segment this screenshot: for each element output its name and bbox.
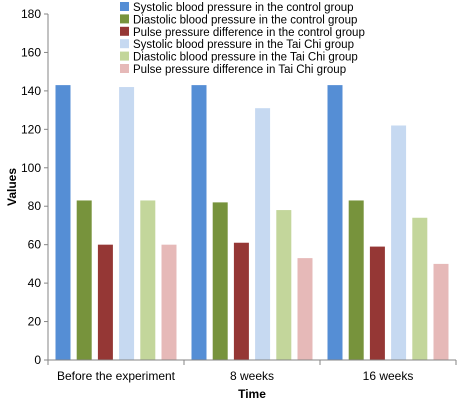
- legend-label: Systolic blood pressure in the Tai Chi g…: [133, 39, 354, 51]
- x-axis-title: Time: [238, 387, 266, 401]
- bar: [161, 244, 177, 360]
- x-tick-label: 16 weeks: [363, 369, 414, 383]
- x-axis-tick-labels: Before the experiment 8 weeks 16 weeks: [57, 369, 413, 383]
- legend-swatch: [120, 64, 129, 73]
- axes: [47, 14, 457, 365]
- y-tick-label: 60: [28, 238, 42, 252]
- y-axis-title: Values: [5, 168, 19, 206]
- bar: [212, 202, 228, 360]
- bar: [140, 200, 156, 360]
- bar: [297, 258, 313, 360]
- y-tick-label: 80: [28, 199, 42, 213]
- bar: [369, 246, 385, 360]
- bar: [348, 200, 364, 360]
- y-tick-label: 100: [21, 161, 41, 175]
- bar: [55, 85, 71, 361]
- legend-label: Diastolic blood pressure in the control …: [133, 14, 357, 26]
- y-tick-label: 180: [21, 7, 41, 21]
- legend-swatch: [120, 26, 129, 36]
- legend-label: Pulse pressure difference in the control…: [133, 27, 365, 39]
- legend-label: Pulse pressure difference in Tai Chi gro…: [133, 64, 346, 76]
- x-tick-label: 8 weeks: [230, 369, 274, 383]
- legend-label: Systolic blood pressure in the control g…: [133, 2, 354, 14]
- legend-label: Diastolic blood pressure in the Tai Chi …: [133, 52, 358, 64]
- legend-swatch: [120, 39, 129, 49]
- y-tick-label: 40: [28, 276, 42, 290]
- bar: [391, 125, 407, 361]
- y-tick-label: 120: [21, 122, 41, 136]
- y-tick-label: 140: [21, 84, 41, 98]
- bar: [276, 210, 292, 360]
- legend-swatch: [120, 51, 129, 61]
- bar: [412, 217, 428, 360]
- bar: [327, 85, 343, 361]
- legend-swatch: [120, 14, 129, 24]
- y-tick-label: 20: [28, 315, 42, 329]
- bar: [233, 242, 249, 360]
- bar: [255, 108, 271, 360]
- y-tick-label: 160: [21, 45, 41, 59]
- bar: [97, 244, 113, 360]
- bars: [55, 85, 449, 361]
- bar: [433, 263, 449, 360]
- y-tick-label: 0: [34, 353, 41, 367]
- y-axis-ticks: 0 20 40 60 80 100 120 140 160 180: [21, 7, 48, 367]
- bar: [76, 200, 92, 360]
- legend: Systolic blood pressure in the control g…: [120, 2, 365, 76]
- x-tick-label: Before the experiment: [57, 369, 176, 383]
- legend-swatch: [120, 2, 129, 11]
- bar: [191, 85, 207, 361]
- bar: [119, 87, 135, 360]
